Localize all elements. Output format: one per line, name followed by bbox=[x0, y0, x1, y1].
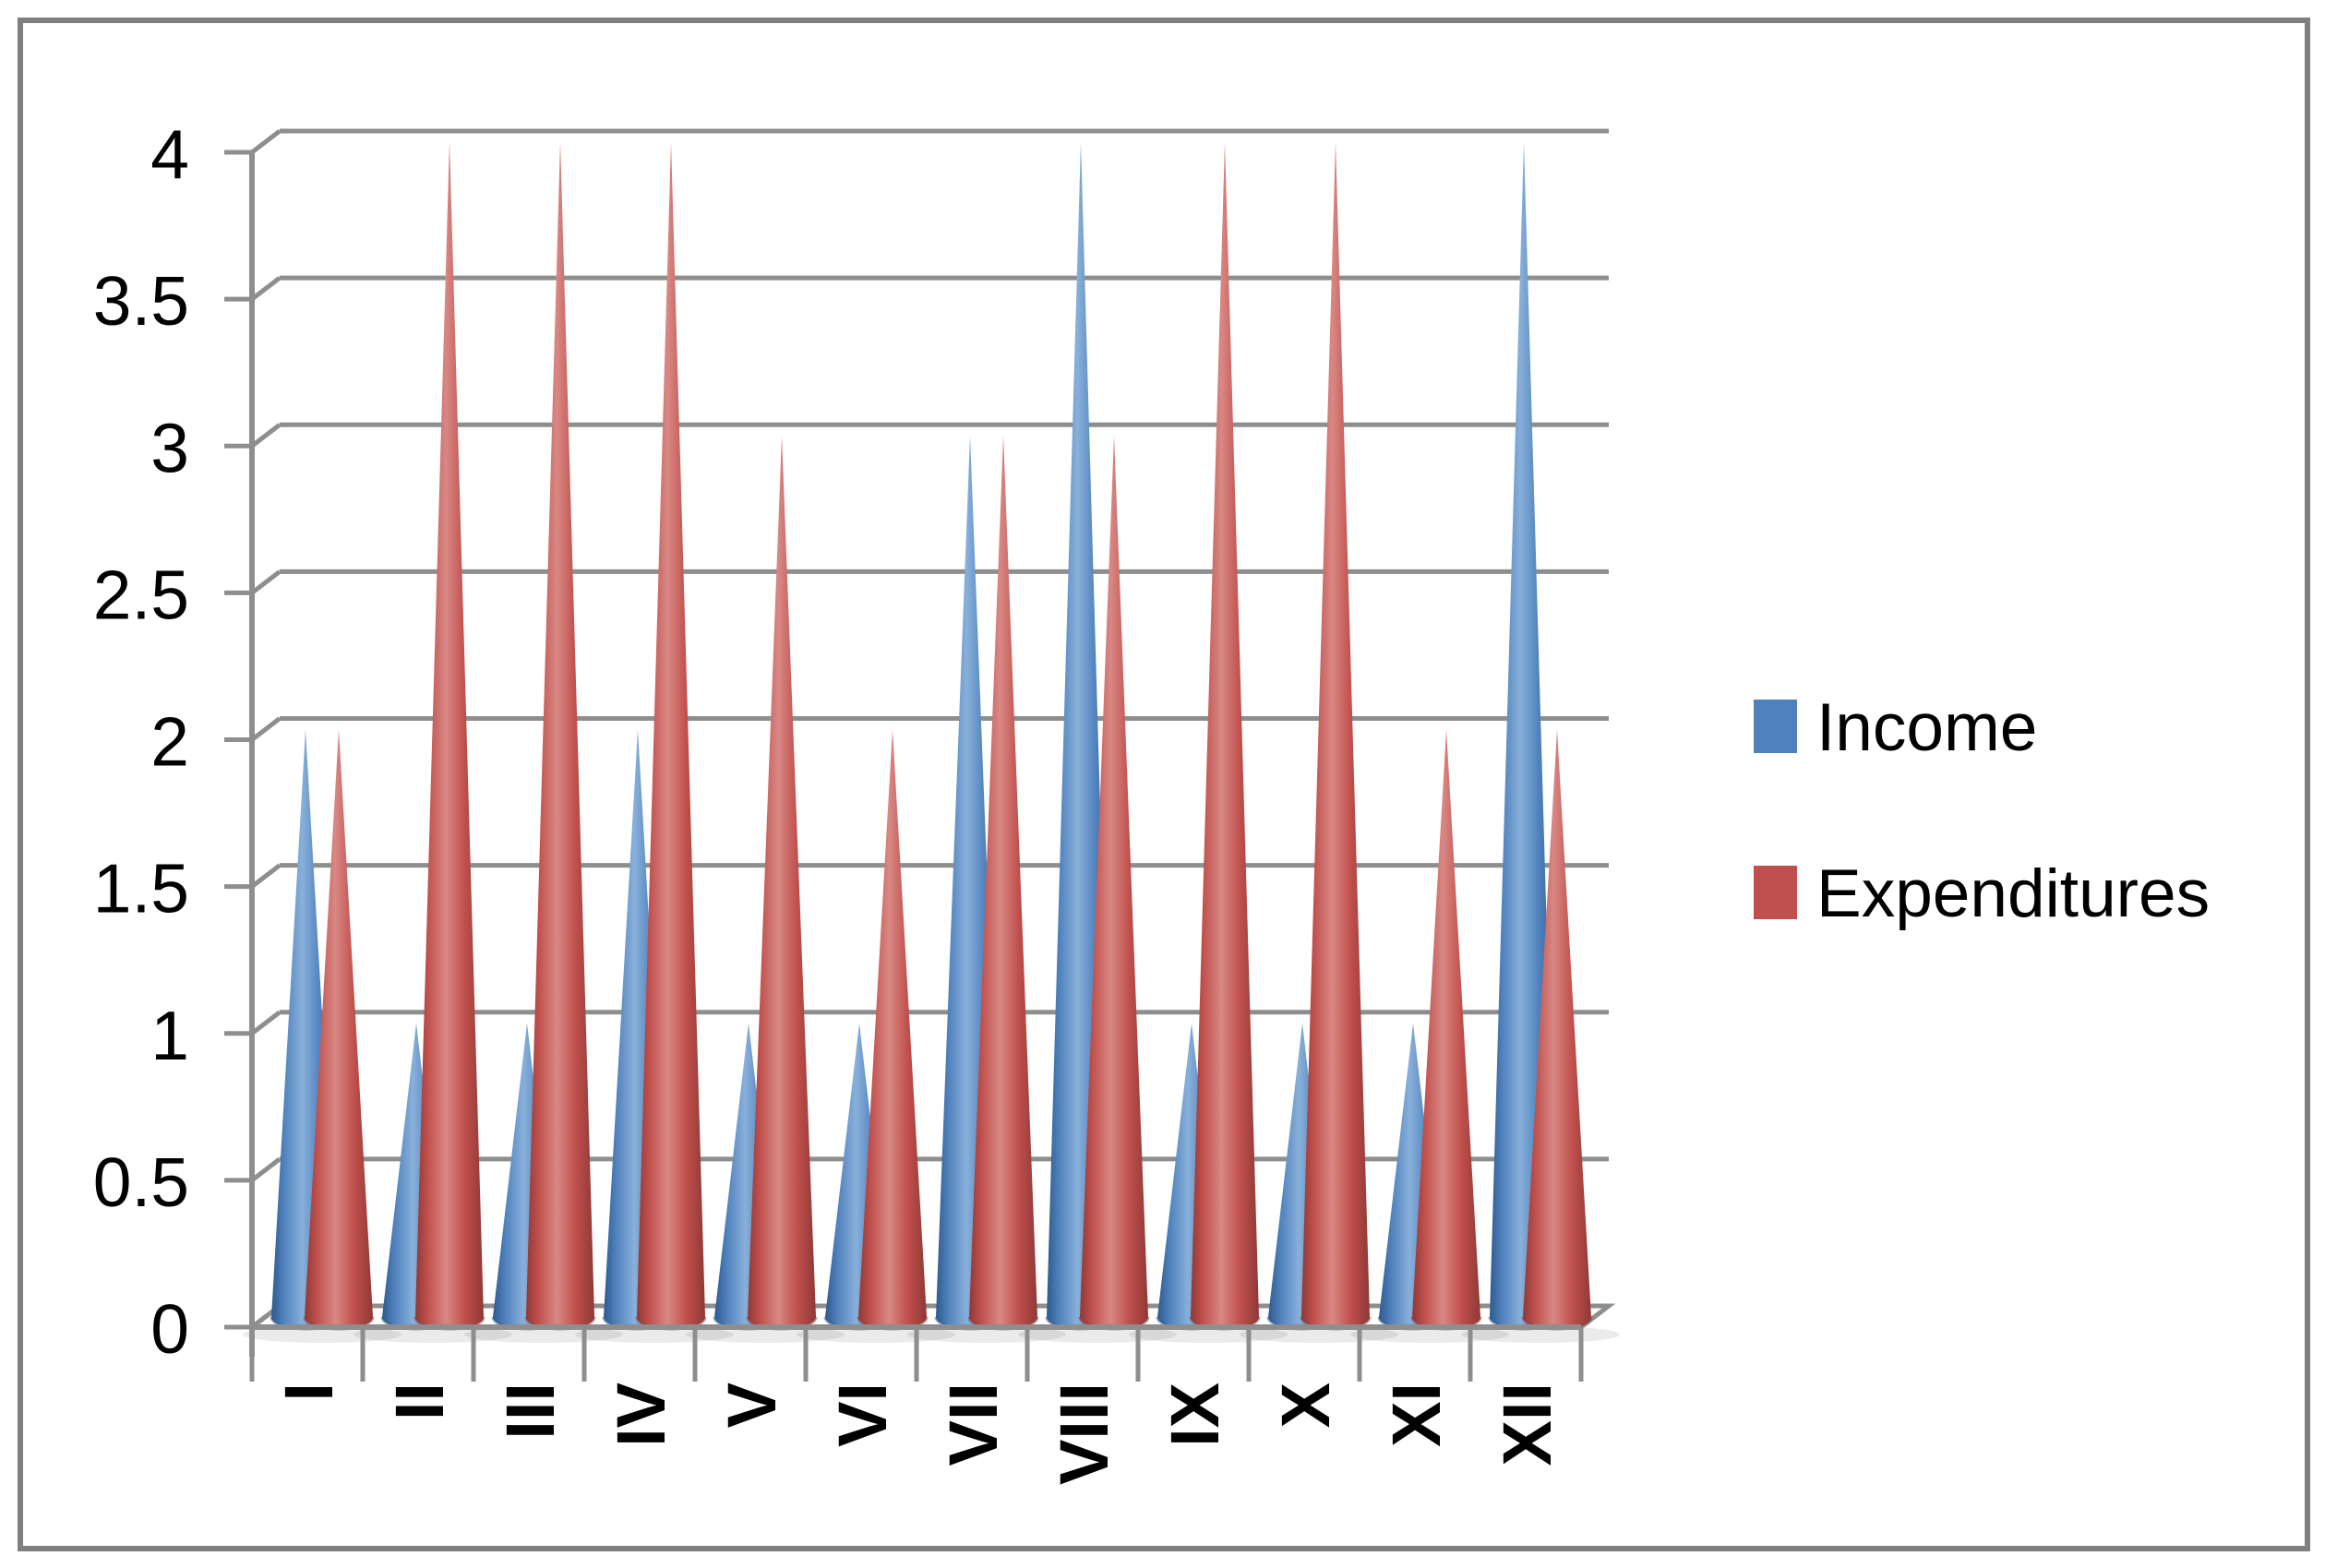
grid-layer bbox=[224, 128, 1616, 1330]
x-label-XII: XII bbox=[1489, 1382, 1565, 1466]
cone-expenditures-V bbox=[748, 436, 816, 1329]
outer-border bbox=[18, 18, 2310, 1551]
x-label-I: I bbox=[270, 1382, 347, 1402]
legend-swatch-income-icon bbox=[1754, 700, 1797, 753]
axis-layer: 00.511.522.533.54I II III IV V VI VII VIII IX X XI… bbox=[93, 115, 1584, 1485]
grid-depth-jog-2.5 bbox=[250, 569, 282, 595]
y-tick-label-2.5: 2.5 bbox=[93, 556, 189, 633]
x-label-IX: IX bbox=[1157, 1382, 1233, 1447]
legend-label-income: Income bbox=[1816, 690, 2037, 765]
cone-expenditures-II bbox=[415, 142, 484, 1329]
cone-layer bbox=[243, 142, 1620, 1343]
x-label-VIII: VIII bbox=[1046, 1382, 1122, 1485]
cone-expenditures-VI bbox=[858, 729, 927, 1329]
grid-depth-jog-0.5 bbox=[250, 1156, 282, 1182]
y-tick-label-0: 0 bbox=[150, 1290, 189, 1368]
grid-depth-jog-3.5 bbox=[250, 276, 282, 302]
x-label-X: X bbox=[1267, 1382, 1344, 1428]
x-label-XI: XI bbox=[1378, 1382, 1455, 1447]
y-tick-label-1.5: 1.5 bbox=[93, 850, 189, 928]
grid-depth-jog-2 bbox=[250, 716, 282, 742]
cone-expenditures-X bbox=[1301, 142, 1370, 1329]
x-label-VII: VII bbox=[935, 1382, 1012, 1466]
x-label-III: III bbox=[492, 1382, 569, 1440]
cone-expenditures-XII bbox=[1523, 729, 1591, 1329]
cone-expenditures-XI bbox=[1412, 729, 1480, 1329]
cone-expenditures-III bbox=[526, 142, 594, 1329]
y-tick-label-1: 1 bbox=[150, 997, 189, 1074]
cone-expenditures-I bbox=[305, 729, 373, 1329]
y-tick-label-4: 4 bbox=[150, 115, 189, 193]
x-label-VI: VI bbox=[824, 1382, 901, 1447]
grid-depth-jog-1.5 bbox=[250, 863, 282, 889]
grid-depth-jog-3 bbox=[250, 423, 282, 449]
legend: Income Expenditures bbox=[1754, 690, 2210, 931]
legend-label-expenditures: Expenditures bbox=[1816, 856, 2210, 931]
cone-expenditures-VII bbox=[969, 436, 1037, 1329]
y-tick-label-0.5: 0.5 bbox=[93, 1143, 189, 1221]
x-label-V: V bbox=[713, 1382, 790, 1428]
cone-expenditures-IV bbox=[637, 142, 705, 1329]
grid-depth-jog-1 bbox=[250, 1010, 282, 1035]
y-tick-label-3.5: 3.5 bbox=[93, 262, 189, 340]
grid-depth-jog-4 bbox=[250, 129, 282, 154]
x-label-IV: IV bbox=[603, 1382, 679, 1447]
y-tick-label-2: 2 bbox=[150, 703, 189, 781]
cone-expenditures-VIII bbox=[1080, 436, 1148, 1329]
x-label-II: II bbox=[381, 1382, 458, 1420]
legend-swatch-expenditures-icon bbox=[1754, 866, 1797, 919]
cone-expenditures-IX bbox=[1191, 142, 1259, 1329]
y-tick-label-3: 3 bbox=[150, 409, 189, 486]
